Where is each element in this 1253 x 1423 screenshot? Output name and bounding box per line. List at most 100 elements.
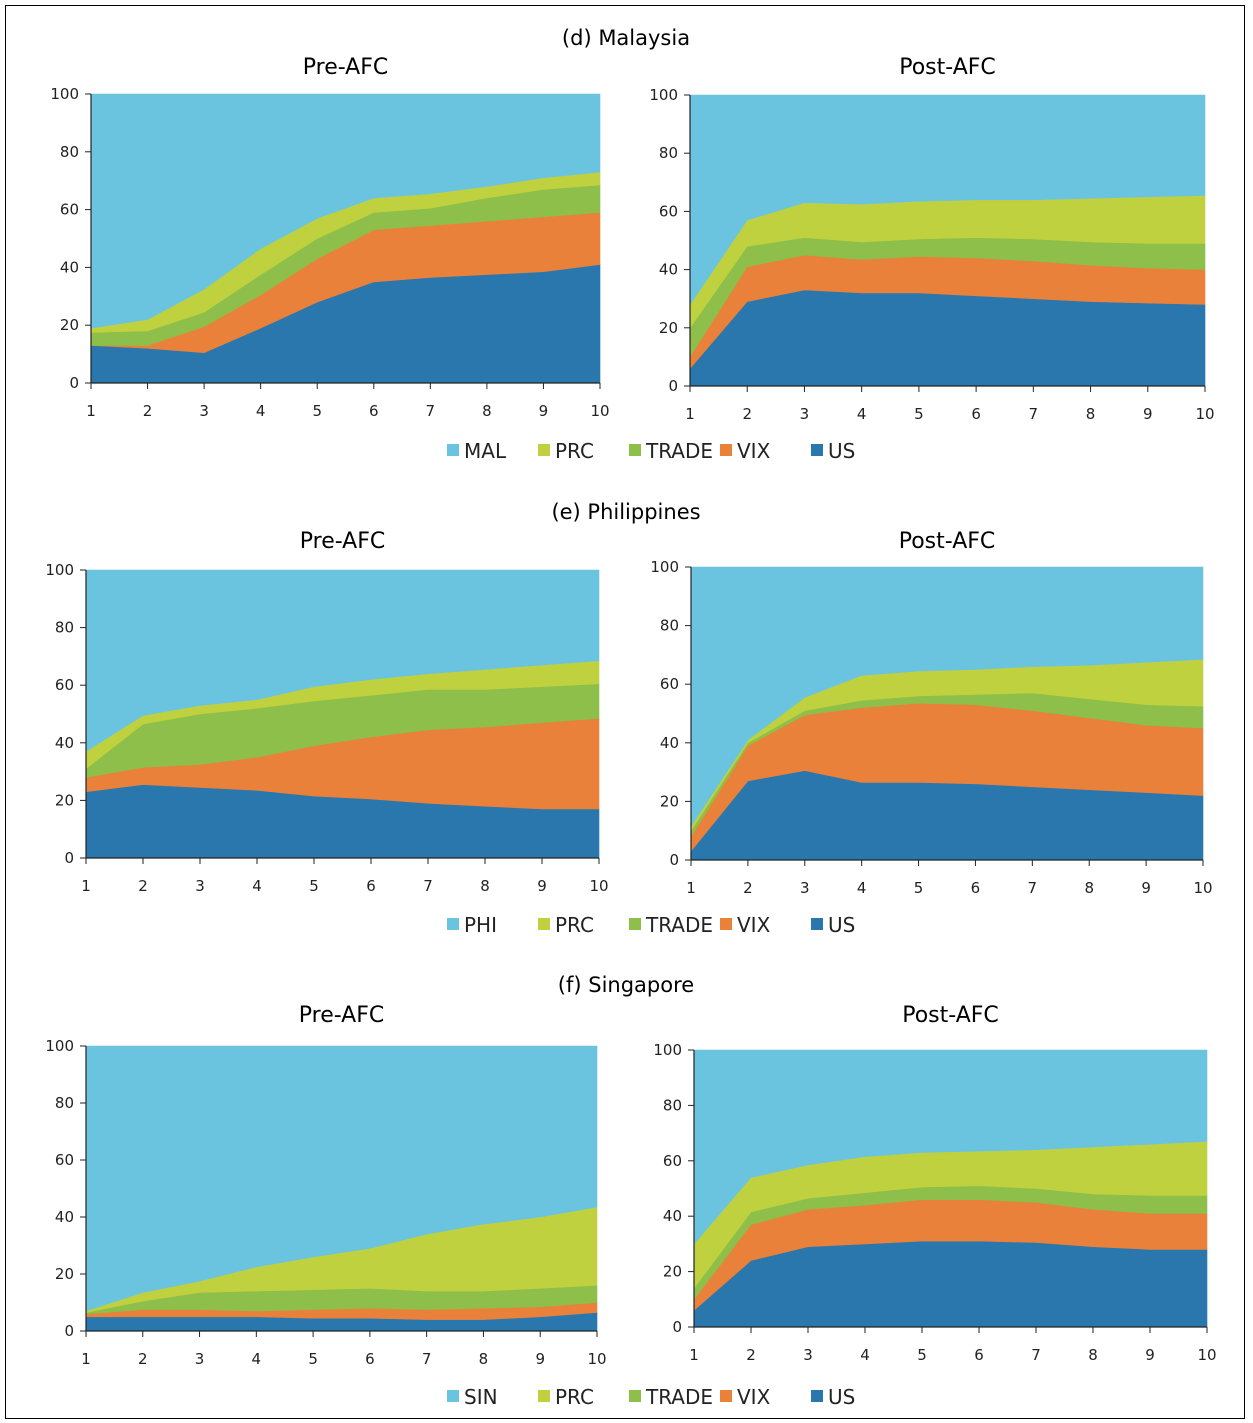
legend-swatch-prc [538,444,550,456]
legend-swatch-us [811,444,823,456]
legend-label-us: US [828,913,855,937]
x-tick-label: 9 [539,402,549,420]
panel-title: Pre-AFC [303,55,389,80]
y-tick-label: 100 [45,1037,74,1055]
section-title-d-malaysia: (d) Malaysia [562,26,690,50]
legend-swatch-trade [629,444,641,456]
legend-swatch-vix [720,444,732,456]
legend-label-sin: SIN [464,1385,498,1409]
x-tick-label: 1 [86,402,96,420]
y-tick-label: 80 [55,1094,74,1112]
y-tick-label: 0 [672,1318,682,1336]
y-tick-label: 100 [650,558,679,576]
chart-3-e-philippines-pre-afc: Pre-AFC 0 20 40 60 80 100 1 2 3 4 5 6 7 8 9 10 [45,529,608,895]
y-tick-label: 20 [55,1265,74,1283]
y-tick-label: 40 [660,734,679,752]
y-tick-label: 60 [660,675,679,693]
legend-e-philippines: PHI PRC TRADE VIX US [447,913,855,937]
y-tick-label: 40 [659,261,678,279]
y-tick-label: 80 [55,619,74,637]
y-tick-label: 80 [659,144,678,162]
legend-swatch-vix [720,918,732,930]
x-tick-label: 3 [195,1350,205,1368]
chart-1-d-malaysia-pre-afc: Pre-AFC 0 20 40 60 80 100 1 2 3 4 5 6 7 8 9 10 [50,55,609,420]
y-tick-label: 100 [50,85,79,103]
chart-6-f-singapore-post-afc: Post-AFC 0 20 40 60 80 100 1 2 3 4 5 6 7 8 9 10 [653,1003,1216,1364]
legend-label-prc: PRC [555,913,594,937]
x-tick-label: 8 [1086,405,1096,423]
y-tick-label: 40 [663,1207,682,1225]
legend-label-us: US [828,1385,855,1409]
x-tick-label: 2 [138,877,148,895]
legend-label-trade: TRADE [645,1385,713,1409]
area-series-sin [85,1045,598,1312]
y-tick-label: 20 [660,792,679,810]
x-tick-label: 8 [1084,879,1094,897]
x-tick-label: 4 [860,1346,870,1364]
panel-title: Pre-AFC [300,529,386,554]
legend-swatch-trade [629,918,641,930]
area-series-mal [90,93,601,329]
x-tick-label: 10 [1193,879,1212,897]
legend-label-trade: TRADE [645,439,713,463]
x-tick-label: 1 [689,1346,699,1364]
y-tick-label: 60 [659,202,678,220]
legend-swatch-trade [629,1390,641,1402]
legend-label-phi: PHI [464,913,497,937]
x-tick-label: 5 [914,879,924,897]
legend-label-trade: TRADE [645,913,713,937]
legend-label-vix: VIX [737,913,771,937]
y-tick-label: 80 [60,143,79,161]
legend-swatch-prc [538,1390,550,1402]
section-title-e-philippines: (e) Philippines [551,500,700,524]
legend-d-malaysia: MAL PRC TRADE VIX US [447,439,855,463]
legend-label-prc: PRC [555,439,594,463]
x-tick-label: 6 [971,879,981,897]
legend-swatch-mal [447,444,459,456]
x-tick-label: 7 [423,877,433,895]
chart-4-e-philippines-post-afc: Post-AFC 0 20 40 60 80 100 1 2 3 4 5 6 7 8 9 10 [650,529,1212,897]
x-tick-label: 8 [1088,1346,1098,1364]
y-tick-label: 0 [668,377,678,395]
x-tick-label: 2 [742,405,752,423]
x-tick-label: 6 [974,1346,984,1364]
y-tick-label: 100 [653,1041,682,1059]
x-tick-label: 1 [81,1350,91,1368]
legend-swatch-sin [447,1390,459,1402]
x-tick-label: 7 [1031,1346,1041,1364]
x-tick-label: 4 [252,1350,262,1368]
x-tick-label: 8 [480,877,490,895]
chart-2-d-malaysia-post-afc: Post-AFC 0 20 40 60 80 100 1 2 3 4 5 6 7 8 9 10 [649,55,1214,423]
legend-label-us: US [828,439,855,463]
x-tick-label: 5 [312,402,322,420]
x-tick-label: 9 [1143,405,1153,423]
x-tick-label: 9 [535,1350,545,1368]
x-tick-label: 10 [587,1350,606,1368]
section-title-f-singapore: (f) Singapore [558,973,694,997]
x-tick-label: 8 [482,402,492,420]
y-tick-label: 60 [55,1151,74,1169]
x-tick-label: 7 [426,402,436,420]
x-tick-label: 3 [199,402,209,420]
x-tick-label: 4 [857,879,867,897]
x-tick-label: 10 [1195,405,1214,423]
x-tick-label: 10 [589,877,608,895]
legend-swatch-vix [720,1390,732,1402]
x-tick-label: 7 [1028,879,1038,897]
legend-swatch-us [811,1390,823,1402]
y-tick-label: 60 [60,201,79,219]
panel-title: Post-AFC [899,55,996,80]
x-tick-label: 1 [686,879,696,897]
chart-5-f-singapore-pre-afc: Pre-AFC 0 20 40 60 80 100 1 2 3 4 5 6 7 8 9 10 [45,1003,606,1368]
figure-frame [5,5,1245,1419]
x-tick-label: 8 [479,1350,489,1368]
y-tick-label: 20 [663,1263,682,1281]
x-tick-label: 3 [800,405,810,423]
x-tick-label: 7 [422,1350,432,1368]
x-tick-label: 9 [1141,879,1151,897]
x-tick-label: 2 [743,879,753,897]
x-tick-label: 5 [914,405,924,423]
y-tick-label: 60 [55,676,74,694]
y-tick-label: 80 [660,617,679,635]
